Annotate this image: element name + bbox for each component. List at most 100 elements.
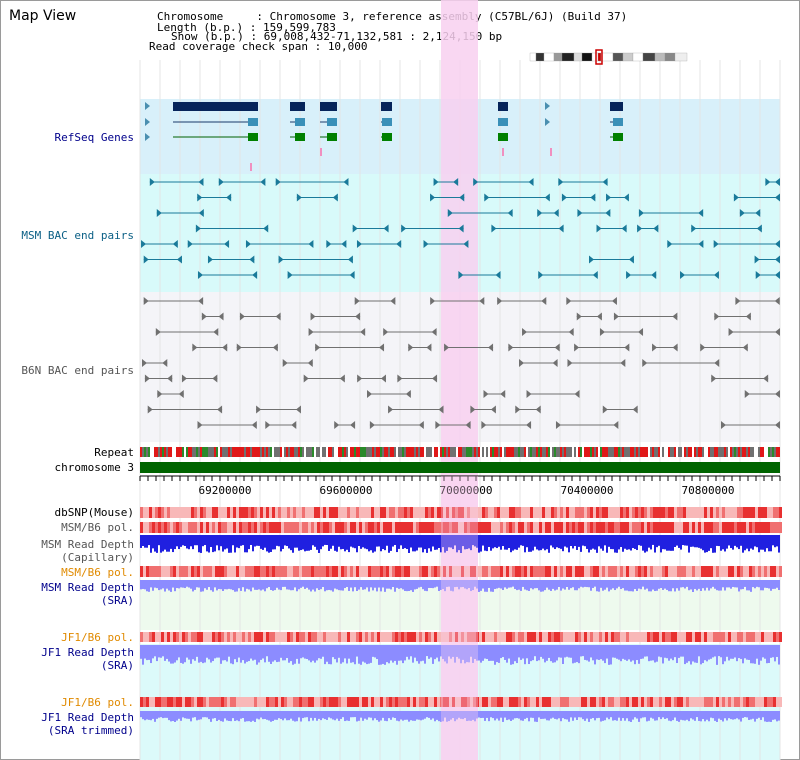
pol-cell xyxy=(437,507,440,518)
depth-bar xyxy=(600,645,602,660)
depth-bar xyxy=(388,580,390,589)
pol-cell xyxy=(551,632,554,642)
pol-cell xyxy=(248,632,251,642)
depth-bar xyxy=(324,535,326,545)
depth-bar xyxy=(658,535,660,546)
pol-cell xyxy=(344,566,347,577)
track-label-msm-b6-pol[interactable]: MSM/B6 pol. xyxy=(61,521,134,534)
track-label-jf1-pol[interactable]: JF1/B6 pol. xyxy=(61,631,134,644)
msm-bac-pair-arrow xyxy=(680,271,686,279)
depth-bar xyxy=(402,645,404,664)
depth-bar xyxy=(650,711,652,718)
pol-cell xyxy=(218,697,221,707)
track-label-jf1-pol2[interactable]: JF1/B6 pol. xyxy=(61,696,134,709)
pol-cell xyxy=(659,522,662,533)
depth-bar xyxy=(222,535,224,552)
pol-cell xyxy=(713,522,716,533)
depth-bar xyxy=(472,535,474,546)
pol-cell xyxy=(647,566,650,577)
depth-bar xyxy=(220,580,222,590)
depth-bar xyxy=(618,535,620,550)
refseq-exon xyxy=(327,118,337,126)
depth-bar xyxy=(262,645,264,659)
depth-bar xyxy=(502,535,504,547)
track-label-jf1-depth-trim[interactable]: JF1 Read Depth xyxy=(41,711,134,724)
depth-bar xyxy=(722,711,724,722)
pol-cell xyxy=(650,566,653,577)
pol-cell xyxy=(518,566,521,577)
depth-bar xyxy=(436,580,438,587)
depth-bar xyxy=(162,580,164,589)
depth-bar xyxy=(236,580,238,592)
pol-cell xyxy=(209,632,212,642)
pol-cell xyxy=(221,507,224,518)
pol-cell xyxy=(293,507,296,518)
depth-bar xyxy=(170,645,172,664)
track-label-msm-bac[interactable]: MSM BAC end pairs xyxy=(21,229,134,242)
depth-bar xyxy=(754,580,756,589)
depth-bar xyxy=(312,645,314,661)
pol-cell xyxy=(299,507,302,518)
track-label-dbsnp[interactable]: dbSNP(Mouse) xyxy=(54,506,134,519)
track-label-msm-depth-cap[interactable]: MSM Read Depth xyxy=(41,538,134,551)
pol-cell xyxy=(668,632,671,642)
repeat-bar xyxy=(244,447,246,457)
depth-bar xyxy=(504,645,506,660)
pol-cell xyxy=(212,566,215,577)
depth-bar xyxy=(536,645,538,662)
b6n-bac-pair-arrow xyxy=(418,421,424,429)
pol-cell xyxy=(266,566,269,577)
pol-cell xyxy=(164,566,167,577)
repeat-bar xyxy=(230,447,232,457)
depth-bar xyxy=(670,580,672,592)
depth-bar xyxy=(762,535,764,550)
pol-cell xyxy=(692,566,695,577)
depth-bar xyxy=(766,645,768,664)
pol-cell xyxy=(644,632,647,642)
repeat-bar xyxy=(320,447,322,457)
msm-bac-pair-arrow xyxy=(538,271,544,279)
track-label-msm-depth-sra[interactable]: MSM Read Depth xyxy=(41,581,134,594)
pol-cell xyxy=(482,697,485,707)
pol-cell xyxy=(281,697,284,707)
depth-bar xyxy=(360,711,362,718)
pol-cell xyxy=(230,507,233,518)
depth-bar xyxy=(662,711,664,718)
repeat-bar xyxy=(426,447,428,457)
depth-bar xyxy=(732,580,734,587)
pol-cell xyxy=(716,632,719,642)
pol-cell xyxy=(392,566,395,577)
pol-cell xyxy=(344,522,347,533)
pol-cell xyxy=(527,507,530,518)
track-label-refseq[interactable]: RefSeq Genes xyxy=(54,131,134,144)
depth-bar xyxy=(182,645,184,664)
b6n-bac-pair-arrow xyxy=(303,374,309,383)
track-label-b6n-bac[interactable]: B6N BAC end pairs xyxy=(21,364,134,377)
pol-cell xyxy=(581,522,584,533)
depth-bar xyxy=(678,711,680,722)
strand-arrow xyxy=(145,118,150,126)
pol-cell xyxy=(725,697,728,707)
depth-bar xyxy=(570,711,572,718)
track-label-jf1-depth[interactable]: JF1 Read Depth xyxy=(41,646,134,659)
pol-cell xyxy=(221,697,224,707)
pol-cell xyxy=(722,522,725,533)
msm-bac-pair-arrow xyxy=(691,224,697,233)
depth-bar xyxy=(462,535,464,547)
depth-bar xyxy=(220,711,222,722)
depth-bar xyxy=(216,580,218,591)
depth-bar xyxy=(610,711,612,718)
track-label-repeat[interactable]: Repeat xyxy=(94,446,134,459)
pol-cell xyxy=(647,522,650,533)
repeat-bar xyxy=(216,447,218,457)
repeat-bar xyxy=(616,447,618,457)
pol-cell xyxy=(587,522,590,533)
pol-cell xyxy=(602,522,605,533)
b6n-bac-pair-arrow xyxy=(638,328,644,336)
pol-cell xyxy=(527,566,530,577)
depth-bar xyxy=(264,645,266,663)
track-label-msm-b6-pol2[interactable]: MSM/B6 pol. xyxy=(61,566,134,579)
pol-cell xyxy=(599,507,602,518)
repeat-bar xyxy=(310,447,312,457)
